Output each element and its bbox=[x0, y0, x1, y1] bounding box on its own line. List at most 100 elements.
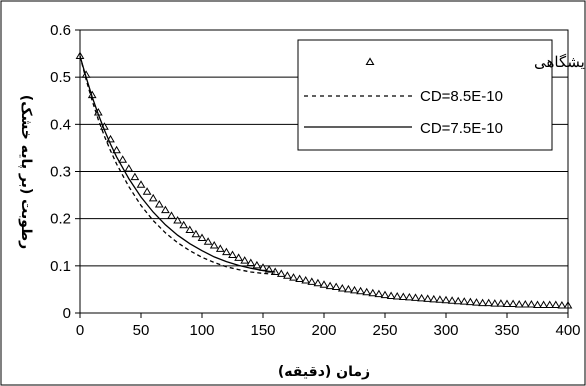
experimental-data-point bbox=[435, 295, 445, 303]
experimental-data-point bbox=[508, 299, 518, 308]
experimental-data-point bbox=[136, 180, 146, 188]
y-tick-label: 0.1 bbox=[50, 258, 71, 275]
experimental-data-point bbox=[283, 271, 292, 279]
experimental-data-point bbox=[215, 244, 225, 252]
experimental-data-point bbox=[344, 284, 353, 293]
experimental-data-point bbox=[319, 280, 329, 288]
experimental-data-point bbox=[447, 296, 457, 304]
experimental-data-point bbox=[222, 247, 231, 256]
legend: داده‌های آزمایشگاهی CD=8.5E-10 CD=7.5E-1… bbox=[297, 39, 586, 151]
experimental-data-point bbox=[368, 288, 378, 297]
x-tick-label: 250 bbox=[372, 322, 397, 339]
experimental-data-point bbox=[197, 233, 207, 242]
experimental-data-point bbox=[557, 300, 567, 309]
experimental-data-point bbox=[118, 155, 128, 163]
experimental-data-point bbox=[191, 229, 201, 238]
experimental-data-point bbox=[350, 285, 359, 294]
experimental-data-point bbox=[453, 296, 463, 305]
y-axis-title: رطوبت (بر پایه خشک) bbox=[18, 95, 34, 249]
experimental-data-point bbox=[185, 225, 195, 233]
experimental-data-point bbox=[246, 258, 256, 267]
experimental-data-point bbox=[209, 241, 219, 249]
experimental-data-point bbox=[112, 145, 121, 154]
experimental-data-point bbox=[325, 281, 335, 290]
experimental-data-point bbox=[362, 287, 372, 296]
experimental-data-point bbox=[392, 291, 402, 300]
experimental-data-point bbox=[173, 216, 182, 224]
experimental-data-point bbox=[337, 283, 347, 292]
experimental-data-point bbox=[484, 298, 494, 307]
experimental-data-point bbox=[496, 299, 506, 307]
experimental-data-point bbox=[417, 293, 426, 302]
x-tick-label: 50 bbox=[133, 322, 150, 339]
series-layer bbox=[75, 51, 573, 309]
legend-label-cd75: CD=7.5E-10 bbox=[420, 120, 503, 137]
experimental-data-point bbox=[124, 164, 134, 172]
experimental-data-point bbox=[331, 282, 341, 291]
x-tick-label: 300 bbox=[433, 322, 458, 339]
experimental-data-point bbox=[295, 274, 304, 283]
experimental-data-point bbox=[161, 205, 170, 214]
legend-box bbox=[297, 39, 553, 151]
y-tick-label: 0.2 bbox=[50, 211, 71, 228]
experimental-data-point bbox=[441, 295, 451, 304]
series-line-cd85 bbox=[79, 55, 276, 275]
legend-label-cd85: CD=8.5E-10 bbox=[420, 88, 503, 105]
experimental-data-point bbox=[386, 291, 396, 300]
experimental-data-point bbox=[423, 294, 433, 302]
experimental-data-point bbox=[545, 300, 555, 308]
experimental-data-point bbox=[130, 172, 140, 181]
x-tick-label: 0 bbox=[76, 322, 84, 339]
x-tick-label: 100 bbox=[189, 322, 214, 339]
y-tick-label: 0.3 bbox=[50, 164, 71, 181]
y-tick-label: 0.6 bbox=[50, 22, 71, 39]
experimental-data-point bbox=[203, 237, 213, 245]
experimental-data-point bbox=[478, 298, 487, 307]
x-tick-label: 350 bbox=[494, 322, 519, 339]
legend-label-experimental: داده‌های آزمایشگاهی bbox=[534, 53, 586, 71]
experimental-data-point bbox=[154, 200, 164, 208]
experimental-data-point bbox=[429, 294, 439, 303]
experimental-data-point bbox=[240, 256, 250, 264]
series-line-cd75 bbox=[79, 55, 276, 273]
experimental-data-point bbox=[289, 273, 298, 281]
x-axis-title: زمان (دقیقه) bbox=[278, 364, 370, 380]
experimental-data-point bbox=[533, 300, 542, 308]
experimental-data-point bbox=[472, 298, 481, 306]
experimental-data-point bbox=[490, 299, 500, 307]
experimental-data-point bbox=[228, 250, 237, 258]
experimental-data-point bbox=[374, 289, 384, 298]
legend-marker-experimental bbox=[365, 57, 375, 66]
experimental-data-point bbox=[466, 297, 475, 306]
experimental-data-point bbox=[307, 277, 317, 285]
experimental-data-point bbox=[502, 299, 512, 308]
experimental-data-point bbox=[301, 275, 311, 284]
experimental-data-point bbox=[527, 300, 536, 308]
experimental-data-point bbox=[234, 253, 243, 261]
x-tick-label: 150 bbox=[250, 322, 275, 339]
experimental-data-point bbox=[313, 278, 323, 287]
experimental-data-point bbox=[539, 300, 548, 308]
experimental-data-point bbox=[142, 187, 152, 195]
experimental-data-point bbox=[179, 220, 189, 229]
experimental-data-point bbox=[276, 269, 286, 277]
y-tick-label: 0 bbox=[63, 305, 71, 322]
y-tick-label: 0.5 bbox=[50, 69, 71, 86]
experimental-data-point bbox=[398, 292, 408, 300]
experimental-data-point bbox=[405, 292, 414, 301]
y-tick-label: 0.4 bbox=[50, 116, 71, 133]
experimental-data-point bbox=[167, 211, 176, 219]
experimental-data-point bbox=[380, 290, 390, 299]
experimental-data-point bbox=[356, 286, 365, 295]
tick-layer: 0 0.1 0.2 0.3 0.4 0.5 0.6 0 50 100 150 200 250 300 350… bbox=[50, 22, 580, 339]
experimental-data-point bbox=[459, 297, 469, 305]
x-tick-label: 200 bbox=[311, 322, 336, 339]
experimental-data-point bbox=[514, 300, 524, 308]
experimental-data-point bbox=[148, 193, 158, 202]
experimental-data-point bbox=[411, 293, 420, 301]
x-tick-label: 400 bbox=[555, 322, 580, 339]
experimental-data-point bbox=[520, 300, 530, 308]
experimental-data-point bbox=[551, 300, 561, 308]
